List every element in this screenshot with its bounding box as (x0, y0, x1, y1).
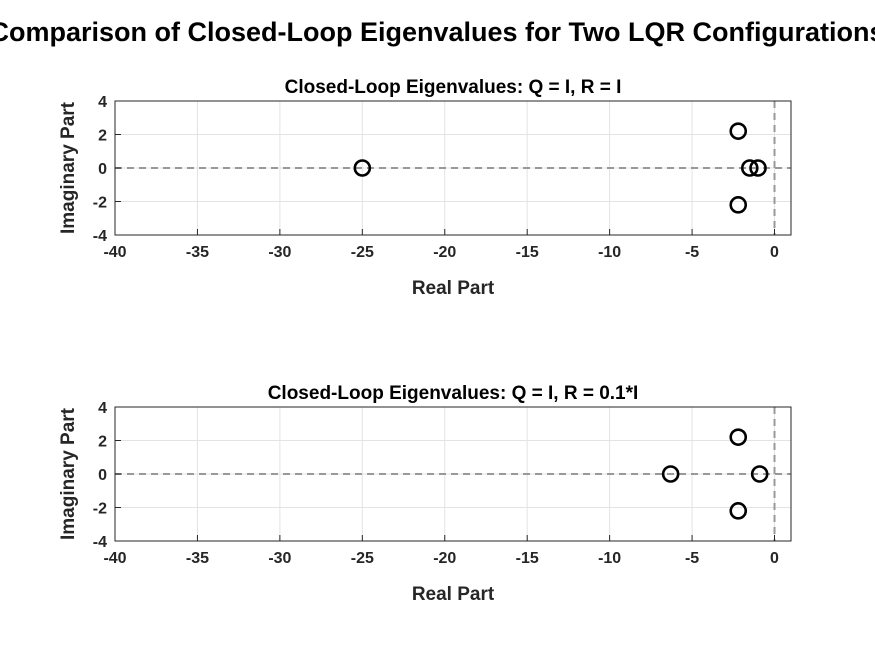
eigenvalue-point (661, 465, 680, 483)
x-tick-label: -40 (103, 550, 126, 567)
x-tick-label: -10 (598, 244, 621, 261)
y-tick-label: 4 (98, 94, 107, 111)
eigenvalue-point (729, 196, 748, 214)
x-tick-label: -20 (433, 550, 456, 567)
subplot-title: Closed-Loop Eigenvalues: Q = I, R = I (285, 77, 622, 98)
x-tick-label: -35 (186, 244, 209, 261)
y-tick-label: -2 (93, 195, 107, 212)
y-tick-label: 0 (98, 467, 107, 484)
x-tick-label: 0 (770, 550, 779, 567)
y-tick-label: 2 (98, 128, 107, 145)
y-tick-label: -2 (93, 501, 107, 518)
eigenvalue-point (729, 428, 748, 446)
x-tick-label: 0 (770, 244, 779, 261)
x-tick-label: -30 (268, 244, 291, 261)
eigenvalue-point (729, 122, 748, 140)
x-tick-label: -15 (516, 244, 539, 261)
x-axis-label: Real Part (412, 278, 495, 299)
x-tick-label: -5 (685, 550, 699, 567)
y-tick-label: -4 (93, 228, 107, 245)
x-tick-label: -25 (351, 244, 374, 261)
x-tick-label: -40 (103, 244, 126, 261)
x-tick-label: -25 (351, 550, 374, 567)
x-axis-label: Real Part (412, 584, 495, 605)
y-tick-label: 2 (98, 434, 107, 451)
y-tick-label: 4 (98, 400, 107, 417)
eigenvalue-point (353, 159, 372, 177)
eigenvalue-point (750, 465, 769, 483)
y-axis-label: Imaginary Part (58, 101, 79, 234)
figure-suptitle: Comparison of Closed-Loop Eigenvalues fo… (0, 17, 875, 47)
subplot-1: -40 -35 -30 -25 -20 -15 -10 -5 0-4-2024Closed-Lo… (58, 77, 792, 299)
x-tick-label: -30 (268, 550, 291, 567)
y-axis-label: Imaginary Part (58, 407, 79, 540)
subplot-title: Closed-Loop Eigenvalues: Q = I, R = 0.1*… (268, 383, 639, 404)
x-tick-label: -20 (433, 244, 456, 261)
y-tick-label: -4 (93, 534, 107, 551)
eigenvalue-point (729, 502, 748, 520)
eigenvalue-point (740, 159, 759, 177)
subplot-2: -40 -35 -30 -25 -20 -15 -10 -5 0-4-2024Closed-Lo… (58, 383, 792, 605)
x-tick-label: -35 (186, 550, 209, 567)
x-tick-label: -5 (685, 244, 699, 261)
x-tick-label: -10 (598, 550, 621, 567)
eigenvalue-point (749, 159, 767, 177)
y-tick-label: 0 (98, 161, 107, 178)
x-tick-label: -15 (516, 550, 539, 567)
